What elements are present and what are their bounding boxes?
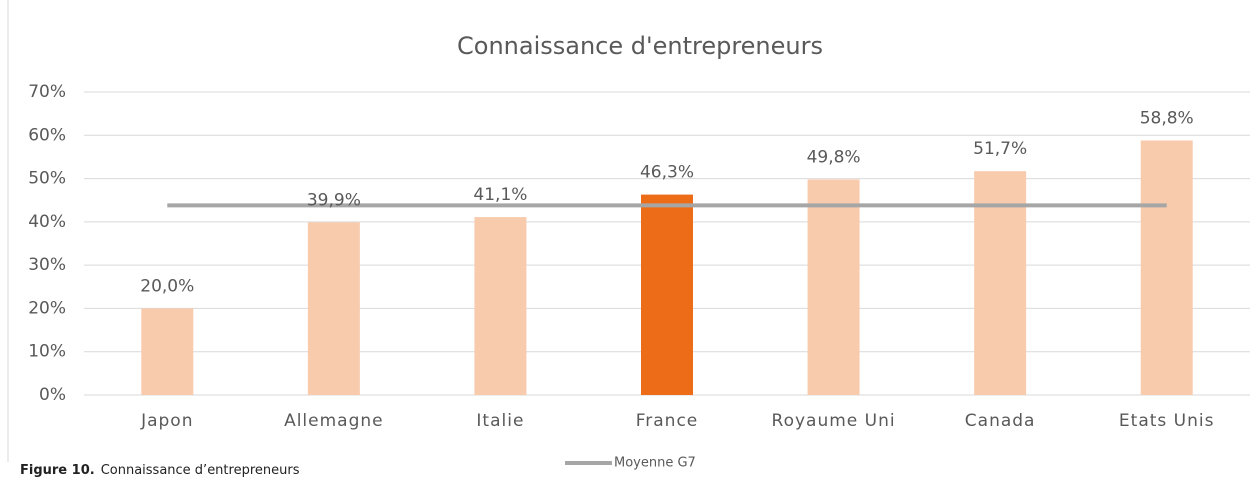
value-label: 46,3% [640,163,694,183]
x-tick-label: Japon [140,411,193,431]
x-tick-label: Allemagne [284,411,384,431]
caption-label: Figure 10. [20,463,95,478]
value-label: 20,0% [140,276,194,296]
chart-title: Connaissance d'entrepreneurs [457,32,823,60]
bar [1140,140,1193,395]
y-tick-label: 30% [28,255,66,275]
x-tick-label: Italie [476,411,524,431]
caption: Figure 10. Connaissance d’entrepreneurs [20,463,300,478]
bar [807,179,860,395]
y-tick-label: 40% [28,212,66,232]
value-label: 41,1% [473,185,527,205]
y-tick-label: 50% [28,169,66,189]
value-label: 51,7% [973,139,1027,159]
value-label: 39,9% [307,190,361,210]
bar [974,171,1027,395]
value-label: 58,8% [1140,108,1194,128]
y-tick-label: 70% [28,82,66,102]
y-tick-label: 20% [28,298,66,318]
bar [474,217,527,395]
caption-text: Connaissance d’entrepreneurs [101,463,300,478]
x-tick-label: Royaume Uni [772,411,896,431]
x-tick-label: France [636,411,699,431]
legend-label: Moyenne G7 [614,456,696,471]
x-tick-label: Canada [965,411,1036,431]
bar [307,222,360,395]
y-tick-label: 60% [28,125,66,145]
bar [141,308,194,395]
value-label: 49,8% [807,147,861,167]
bar [641,194,693,395]
x-tick-label: Etats Unis [1119,411,1215,431]
y-tick-label: 0% [39,385,66,405]
y-tick-label: 10% [28,342,66,362]
